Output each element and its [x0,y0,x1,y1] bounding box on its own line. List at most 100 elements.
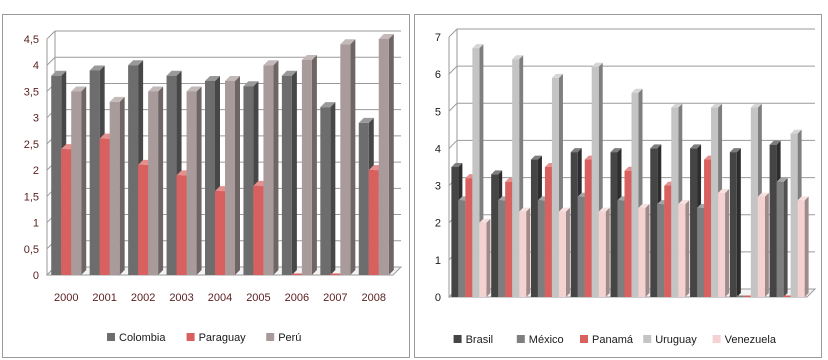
figure-caption [0,0,828,10]
bar [530,159,538,297]
bar-side [605,207,610,297]
bar [505,181,513,297]
bar-top [186,86,202,92]
bar-side [486,218,491,297]
bar [750,107,758,297]
bar [624,170,632,297]
x-tick-label: 2000 [54,292,78,304]
bar [225,80,235,275]
bar-top [225,75,240,81]
x-tick-label: 2006 [285,292,309,304]
bar-side [235,75,240,275]
bar-side [725,189,730,297]
bar [577,196,585,297]
gridline-depth [448,102,458,112]
bar-chart-left: 0 0,5 1 1,5 2 2,5 3 3,5 4 4,5 2000 2001 2002 2003 2004… [24,30,403,344]
bar-side [388,34,394,275]
legend-swatch [107,333,115,341]
bar [711,107,719,297]
bar [519,211,527,297]
legend-swatch [453,335,462,343]
legend-label: Paraguay [199,332,247,344]
y-tick-label: 0,5 [24,244,39,256]
bar-top [790,129,802,134]
bar-top [631,88,643,93]
legend-swatch [643,335,652,343]
bar [610,152,618,297]
bar-side [273,60,279,275]
bar [690,148,698,297]
bar-side [645,203,650,297]
bar-side [196,86,202,275]
bar [186,91,197,275]
bar-top [718,189,730,193]
bar-top [797,196,809,201]
x-tick-label: 2007 [323,292,347,304]
bar-side [764,192,769,297]
bar-top [678,200,690,205]
y-tick-label: 3 [33,113,39,125]
bar [729,152,737,297]
bar [570,152,578,297]
bar-top [690,144,702,149]
bar-top [51,70,67,76]
y-tick-label: 4,5 [24,34,39,46]
bar [263,65,274,275]
bar [358,122,369,276]
bar [378,39,389,275]
y-tick-label: 2 [33,165,39,177]
bar-top [472,44,484,49]
legend-swatch [266,333,275,341]
gridline-depth [448,140,458,149]
y-tick-label: 7 [435,32,441,44]
bar [479,222,487,297]
bar-side [783,177,788,297]
bar-side [330,102,336,275]
bar [697,207,705,297]
bar [664,185,672,297]
bar-side [158,86,164,275]
bar-top [205,75,220,81]
bar [215,191,225,275]
chart-panel-left: 0 0,5 1 1,5 2 2,5 3 3,5 4 4,5 2000 2001 2002 2003 2004… [2,14,410,358]
bar-side [804,196,809,297]
x-tick-label: 2003 [169,292,193,304]
bar-top [109,96,125,102]
bar [61,149,72,275]
bar [757,196,765,297]
bar [451,167,459,297]
bar-top [551,73,563,78]
bar-top [610,148,622,153]
bar-top [281,70,297,76]
y-tick-label: 1,5 [24,191,39,203]
bar [176,175,187,275]
bar-top [650,144,662,149]
bar [638,207,646,297]
bar [148,91,159,275]
bar [769,144,777,297]
y-tick-label: 0 [435,292,441,304]
bar [498,200,506,297]
bar-top [598,207,610,212]
bar-top [89,65,105,71]
y-tick-label: 2,5 [24,139,39,151]
bar [166,75,177,275]
bar-top [519,207,531,212]
y-tick-label: 5 [435,106,441,118]
bar-top [591,62,603,67]
bar [671,107,679,297]
bar [790,133,798,297]
bar-side [565,207,570,297]
bar-top [558,207,570,212]
bar-top [243,81,259,87]
y-tick-label: 0 [33,270,39,282]
bar [320,107,331,275]
bar-top [71,86,87,92]
legend-label: Perú [278,332,301,344]
legend-label: Uruguay [655,334,697,346]
bar-top [638,203,650,208]
x-tick-label: 2001 [92,292,116,304]
legend-swatch [712,335,721,343]
bar-top [729,148,741,153]
gridline-depth [46,30,56,40]
